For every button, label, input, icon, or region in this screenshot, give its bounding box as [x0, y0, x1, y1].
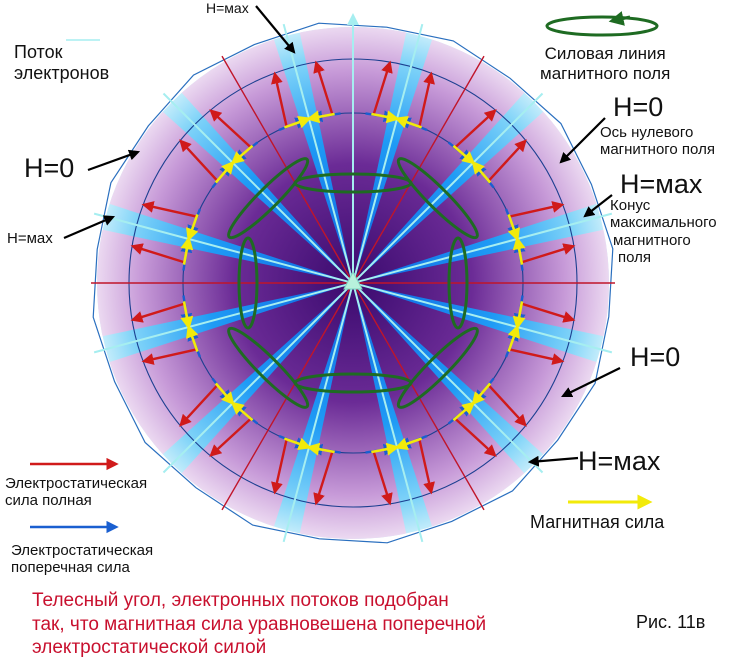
magnetic-force-arrows	[180, 110, 526, 456]
figure-number: Рис. 11в	[636, 612, 706, 632]
magnetic-force-arrow	[452, 144, 476, 165]
electrostatic-full-arrow	[418, 439, 435, 495]
label-zero-axis: Ось нулевого магнитного поля	[600, 124, 715, 159]
magnetic-field-lines	[227, 157, 479, 409]
vertical-axis-arrowhead	[347, 13, 359, 25]
label-h-max-left: H=мах	[7, 230, 53, 247]
magnetic-force-arrow	[452, 401, 476, 422]
electrostatic-full-arrow	[313, 60, 334, 115]
magnetic-force-arrow	[283, 116, 312, 129]
magnetic-force-arrow	[214, 382, 235, 406]
magnetic-force-arrow	[214, 160, 235, 184]
field-line-legend-icon	[545, 15, 659, 37]
electrostatic-full-arrow	[454, 109, 497, 149]
field-line-loop	[396, 326, 479, 409]
magnetic-force-arrow	[186, 213, 199, 242]
electrostatic-full-arrow	[271, 439, 288, 495]
electrostatic-full-arrow	[454, 417, 497, 457]
magnetic-force-arrow	[283, 437, 312, 450]
magnetic-force-arrow	[471, 160, 492, 184]
electrostatic-full-arrow	[487, 139, 527, 182]
electrostatic-full-arrows	[130, 60, 576, 506]
electrostatic-full-arrow	[141, 348, 197, 365]
legend-arrows	[30, 11, 659, 534]
magnetic-force-arrow	[306, 442, 335, 456]
figure-caption: Телесный угол, электронных потоков подоб…	[32, 590, 487, 659]
legend-electrostatic-full: Электростатическая сила полная	[5, 475, 148, 510]
magnetic-force-arrow	[394, 116, 423, 129]
electrostatic-full-arrow	[179, 384, 219, 427]
electrostatic-full-arrow	[130, 302, 185, 323]
field-line-loop	[293, 172, 413, 194]
field-line-loop	[227, 326, 310, 409]
magnetic-force-arrow	[180, 301, 194, 330]
electrostatic-full-arrow	[209, 109, 252, 149]
electrostatic-full-arrow	[418, 71, 435, 127]
electrostatic-full-arrow	[509, 201, 565, 218]
magnetic-force-arrow	[507, 213, 520, 242]
electrostatic-full-arrow	[130, 243, 185, 264]
label-h-zero-left: H=0	[24, 153, 75, 183]
legend-electrostatic-transverse: Электростатическая поперечная сила	[11, 542, 154, 577]
label-h-max-top: H=мах	[206, 0, 249, 16]
magnetic-force-arrow	[371, 110, 400, 124]
electrostatic-full-arrow	[313, 451, 334, 506]
electrostatic-full-arrow	[372, 451, 393, 506]
electrostatic-full-arrow	[521, 302, 576, 323]
electrostatic-full-arrow	[487, 384, 527, 427]
legend-magnetic-force: Магнитная сила	[530, 512, 665, 532]
label-h-zero-right-top: H=0	[613, 92, 664, 122]
field-line-loop	[227, 157, 310, 240]
label-h-max-right: H=мах	[620, 169, 703, 199]
electrostatic-full-arrow	[141, 201, 197, 218]
outer-polygon	[92, 22, 614, 544]
label-field-line: Силовая линия магнитного поля	[540, 44, 671, 83]
electrostatic-full-arrow	[509, 348, 565, 365]
electrostatic-full-arrow	[271, 71, 288, 127]
electrostatic-full-arrow	[372, 60, 393, 115]
label-h-max-bottom-right: H=мах	[578, 446, 661, 476]
label-electron-flow: Поток электронов	[14, 42, 110, 83]
field-line-loop	[293, 372, 413, 394]
magnetic-force-arrow	[306, 110, 335, 124]
magnetic-force-arrow	[230, 401, 254, 422]
pointer-arrows	[63, 5, 621, 467]
magnetic-force-arrow	[507, 324, 520, 353]
magnetic-force-arrow	[230, 144, 254, 165]
magnetic-force-arrow	[186, 324, 199, 353]
field-line-loop	[447, 236, 469, 330]
magnetic-force-arrow	[471, 382, 492, 406]
magnetic-force-arrow	[394, 437, 423, 450]
magnetic-force-arrow	[512, 301, 526, 330]
field-line-loop	[237, 236, 259, 330]
electrostatic-full-arrow	[521, 243, 576, 264]
electrostatic-full-arrow	[179, 139, 219, 182]
electrostatic-full-arrow	[209, 417, 252, 457]
field-line-loop	[396, 157, 479, 240]
magnetic-force-arrow	[512, 236, 526, 265]
label-max-cone: Конус максимального магнитного поля	[610, 197, 717, 266]
center-marker	[343, 270, 363, 290]
magnetic-force-arrow	[371, 442, 400, 456]
magnetic-force-arrow	[180, 236, 194, 265]
label-h-zero-right-bottom: H=0	[630, 342, 681, 372]
